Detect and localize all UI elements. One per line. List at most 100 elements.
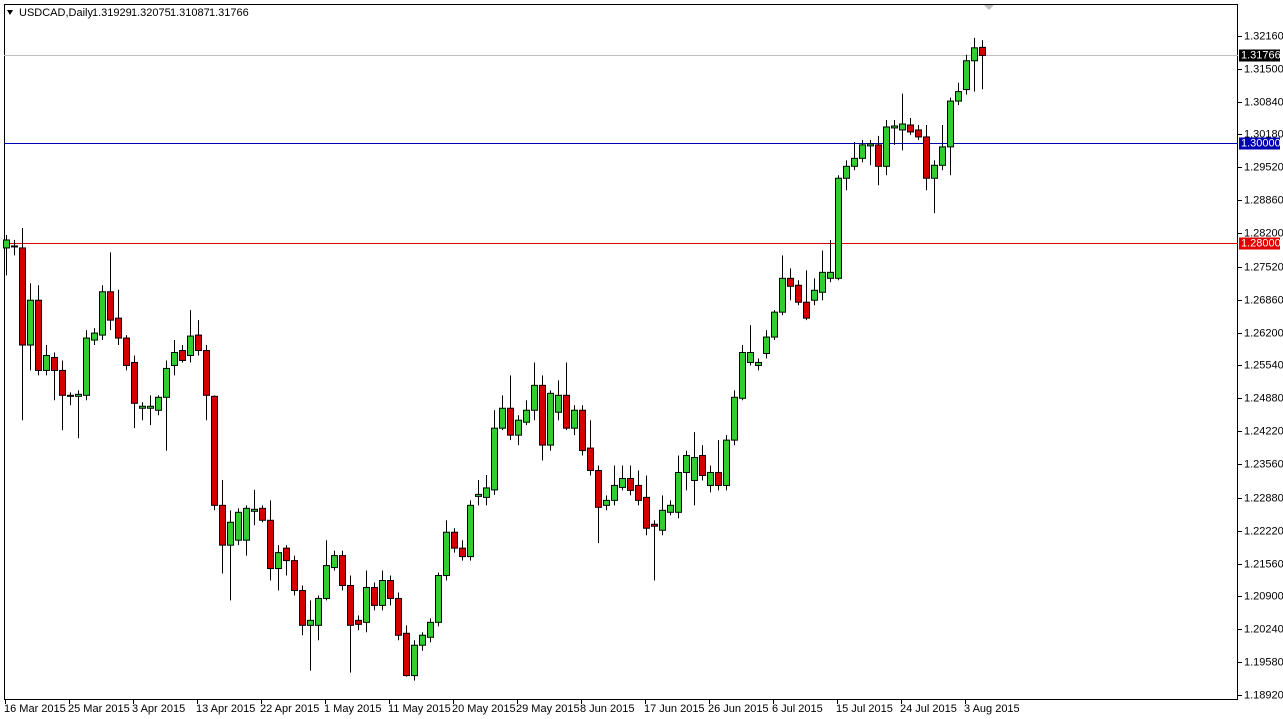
- candle-body: [827, 271, 834, 279]
- x-tick-label: 6 Jul 2015: [772, 703, 823, 715]
- candle-body: [419, 634, 426, 646]
- candle-body: [115, 317, 122, 339]
- candle-body: [715, 471, 722, 486]
- candle-body: [299, 589, 306, 626]
- candle-body: [27, 299, 34, 346]
- y-tick-label: 1.18920: [1244, 689, 1283, 701]
- x-tick-label: 20 May 2015: [452, 703, 516, 715]
- candle-body: [747, 351, 754, 363]
- candle-body: [955, 91, 962, 102]
- candle-body: [843, 165, 850, 179]
- y-tick-label: 1.26200: [1244, 327, 1283, 339]
- candle-body: [155, 396, 162, 411]
- candle-body: [603, 499, 610, 506]
- candle-body: [307, 619, 314, 626]
- x-tick-label: 24 Jul 2015: [900, 703, 957, 715]
- y-tick-label: 1.23560: [1244, 458, 1283, 470]
- y-tick-label: 1.28200: [1244, 227, 1283, 239]
- y-tick-label: 1.24880: [1244, 392, 1283, 404]
- candle-body: [507, 407, 514, 436]
- candle-body: [219, 504, 226, 546]
- candle-body: [107, 291, 114, 321]
- x-tick-label: 13 Apr 2015: [196, 703, 255, 715]
- y-tick-label: 1.30180: [1244, 128, 1283, 140]
- candle-body: [699, 455, 706, 476]
- candle-body: [251, 508, 258, 512]
- candle-body: [891, 125, 898, 129]
- candle-body: [739, 351, 746, 399]
- candle-body: [203, 350, 210, 396]
- level-label-box: [1239, 237, 1280, 250]
- x-tick-label: 16 Mar 2015: [4, 703, 66, 715]
- candle-body: [547, 392, 554, 446]
- x-tick-label: 3 Apr 2015: [132, 703, 185, 715]
- y-tick-label: 1.24220: [1244, 425, 1283, 437]
- candle-body: [243, 507, 250, 541]
- candle-body: [795, 284, 802, 303]
- candle-body: [539, 384, 546, 446]
- candle-body: [99, 291, 106, 336]
- candle-body: [499, 407, 506, 429]
- candle-body: [787, 277, 794, 287]
- candle-body: [939, 146, 946, 166]
- candle-body: [187, 335, 194, 356]
- candle-body: [851, 157, 858, 167]
- candle-body: [643, 496, 650, 529]
- y-tick-label: 1.29520: [1244, 161, 1283, 173]
- candle-body: [51, 356, 58, 371]
- level-label: 1.28000: [1241, 237, 1281, 249]
- candle-body: [611, 484, 618, 501]
- candle-body: [931, 164, 938, 179]
- candle-body: [211, 395, 218, 506]
- candle-body: [683, 455, 690, 473]
- candle-body: [771, 311, 778, 338]
- candle-body: [467, 504, 474, 558]
- candle-body: [411, 644, 418, 677]
- candle-body: [491, 427, 498, 491]
- candle-body: [475, 493, 482, 497]
- y-tick-label: 1.19580: [1244, 656, 1283, 668]
- candle-body: [83, 337, 90, 396]
- candle-body: [283, 547, 290, 562]
- candle-body: [523, 409, 530, 423]
- candle-body: [147, 405, 154, 409]
- candle-body: [579, 409, 586, 452]
- candle-body: [323, 565, 330, 599]
- candle-body: [195, 334, 202, 352]
- candle-body: [907, 124, 914, 133]
- header-high: 1.32075: [131, 7, 171, 19]
- candle-body: [339, 555, 346, 586]
- x-tick-label: 25 Mar 2015: [68, 703, 130, 715]
- candle-body: [915, 129, 922, 138]
- candle-body: [267, 519, 274, 570]
- candle-body: [587, 447, 594, 471]
- y-tick-label: 1.32160: [1244, 30, 1283, 42]
- y-tick-label: 1.20900: [1244, 590, 1283, 602]
- candle-body: [371, 586, 378, 606]
- candle-body: [35, 299, 42, 371]
- candle-body: [595, 469, 602, 508]
- candle-body: [531, 384, 538, 411]
- current-price-label: 1.31766: [1241, 49, 1281, 61]
- x-tick-label: 3 Aug 2015: [964, 703, 1020, 715]
- candle-body: [875, 144, 882, 167]
- shift-marker[interactable]: [984, 5, 994, 10]
- x-tick-label: 8 Jun 2015: [580, 703, 634, 715]
- candle-body: [427, 621, 434, 638]
- menu-triangle[interactable]: [7, 10, 13, 15]
- level-label-box: [1239, 137, 1280, 150]
- x-tick-label: 15 Jul 2015: [836, 703, 893, 715]
- candle-body: [163, 367, 170, 398]
- y-tick-label: 1.22880: [1244, 492, 1283, 504]
- candle-body: [883, 126, 890, 167]
- y-tick-label: 1.28860: [1244, 194, 1283, 206]
- y-tick-label: 1.30840: [1244, 96, 1283, 108]
- candle-body: [3, 239, 10, 249]
- candle-body: [123, 337, 130, 366]
- candle-body: [131, 361, 138, 404]
- x-tick-label: 22 Apr 2015: [260, 703, 319, 715]
- candle-body: [459, 547, 466, 558]
- candle-body: [779, 277, 786, 313]
- header-low: 1.31087: [170, 7, 210, 19]
